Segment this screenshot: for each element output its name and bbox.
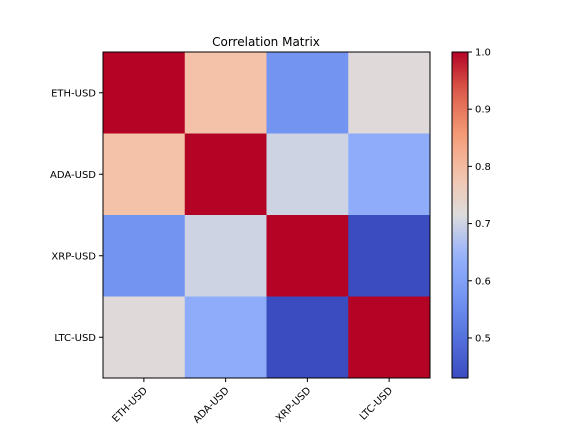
heatmap-cell-ADA-USD-LTC-USD [348, 133, 431, 216]
x-tick-label: XRP-USD [274, 385, 314, 425]
heatmap-cell-LTC-USD-LTC-USD [348, 296, 431, 379]
heatmap-cell-XRP-USD-ETH-USD [103, 215, 186, 297]
chart-title: Correlation Matrix [212, 35, 320, 49]
x-axis-ticks: ETH-USD ADA-USD XRP-USD LTC-USD [110, 378, 395, 426]
heatmap-cell-ADA-USD-XRP-USD [266, 133, 349, 216]
x-tick-label: ETH-USD [110, 385, 150, 425]
heatmap-frame [102, 51, 431, 379]
colorbar-tick-label: 0.9 [475, 105, 491, 116]
heatmap-cell-ETH-USD-ADA-USD [184, 52, 267, 134]
heatmap-cell-XRP-USD-LTC-USD [348, 215, 431, 297]
heatmap-cell-LTC-USD-ETH-USD [103, 296, 186, 379]
x-tick-label: ADA-USD [191, 385, 231, 425]
heatmap-cell-ETH-USD-LTC-USD [348, 52, 431, 134]
colorbar-tick-label: 1.0 [475, 48, 491, 59]
y-tick-label: ADA-USD [50, 170, 96, 181]
colorbar-frame [451, 51, 469, 379]
y-tick-label: LTC-USD [54, 333, 96, 344]
heatmap-cell-XRP-USD-XRP-USD [266, 215, 349, 297]
colorbar-tick-label: 0.8 [475, 162, 491, 173]
heatmap-cell-ETH-USD-ETH-USD [103, 52, 186, 134]
y-axis-ticks: ETH-USD ADA-USD XRP-USD LTC-USD [50, 88, 103, 344]
colorbar-ticks: 0.5 0.6 0.7 0.8 0.9 1.0 [468, 48, 491, 344]
colorbar-tick-label: 0.7 [475, 219, 491, 230]
heatmap-cell-ADA-USD-ADA-USD [184, 133, 267, 216]
colorbar-tick-label: 0.5 [475, 333, 491, 344]
heatmap-cell-LTC-USD-ADA-USD [184, 296, 267, 379]
heatmap-cell-ADA-USD-ETH-USD [103, 133, 186, 216]
heatmap-cells [103, 52, 431, 379]
heatmap-cell-XRP-USD-ADA-USD [184, 215, 267, 297]
x-tick-label: LTC-USD [358, 385, 395, 422]
y-tick-label: ETH-USD [51, 88, 96, 99]
colorbar-tick-label: 0.6 [475, 276, 491, 287]
heatmap-cell-ETH-USD-XRP-USD [266, 52, 349, 134]
colorbar [452, 52, 468, 378]
y-tick-label: XRP-USD [51, 251, 96, 262]
heatmap-cell-LTC-USD-XRP-USD [266, 296, 349, 379]
